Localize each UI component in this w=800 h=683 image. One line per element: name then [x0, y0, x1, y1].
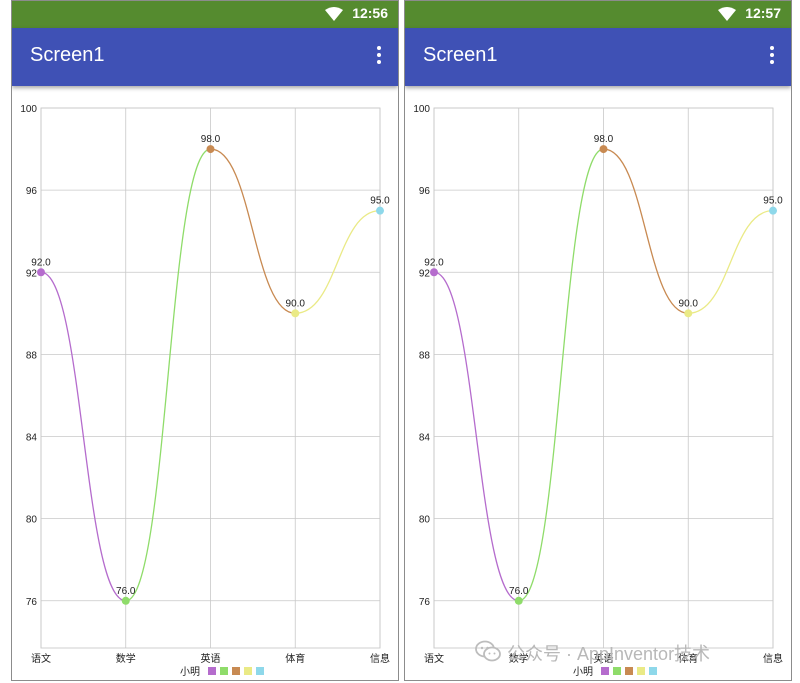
y-tick-label: 80 [419, 515, 431, 526]
series-line-segment [518, 148, 604, 602]
x-tick-label: 信息 [763, 652, 783, 665]
series-line-segment [295, 210, 381, 314]
data-label: 76.0 [509, 586, 529, 597]
data-label: 90.0 [286, 298, 306, 309]
data-label: 76.0 [116, 586, 136, 597]
series-line-segment [40, 271, 126, 602]
legend-label: 小明 [573, 666, 593, 678]
y-tick-label: 96 [26, 186, 38, 197]
data-point [206, 145, 215, 154]
y-tick-label: 100 [413, 104, 430, 115]
y-tick-label: 80 [26, 515, 38, 526]
legend-label: 小明 [180, 666, 200, 678]
line-chart: 100 96 92 88 84 80 76 语文 数学 英语 体育 信息 92.0 76.0 98.0 90.… [20, 104, 390, 678]
data-point [376, 206, 384, 215]
status-time: 12:57 [745, 5, 781, 21]
data-label: 98.0 [201, 134, 221, 145]
data-label: 92.0 [31, 257, 51, 268]
data-label: 92.0 [424, 257, 444, 268]
legend-swatch [613, 667, 621, 675]
y-tick-label: 88 [26, 350, 38, 361]
x-tick-label: 语文 [31, 652, 51, 665]
phone-screen-2: 12:57 Screen1 100 96 92 88 84 80 76 语文 数学 英语 体育 信息 9… [404, 0, 792, 681]
data-point [514, 596, 523, 605]
data-label: 95.0 [763, 196, 783, 207]
y-tick-label: 84 [419, 433, 431, 444]
data-point [769, 206, 777, 215]
legend-swatch [601, 667, 609, 675]
data-point [599, 145, 608, 154]
wechat-icon [475, 640, 501, 662]
app-bar: Screen1 [12, 28, 398, 86]
series-line-segment [603, 148, 689, 314]
line-chart: 100 96 92 88 84 80 76 语文 数学 英语 体育 信息 92.0 76.0 98.0 90.… [413, 104, 783, 678]
overflow-menu-icon[interactable] [372, 46, 386, 68]
wifi-icon [325, 7, 343, 21]
y-tick-label: 92 [26, 268, 38, 279]
status-bar: 12:57 [405, 1, 791, 28]
y-tick-label: 88 [419, 350, 431, 361]
x-tick-label: 信息 [370, 652, 390, 665]
watermark-text: 公众号 · AppInventor技术 [507, 644, 711, 664]
legend-swatch [232, 667, 240, 675]
app-bar: Screen1 [405, 28, 791, 86]
wifi-icon [718, 7, 736, 21]
series-line-segment [433, 271, 519, 602]
app-title: Screen1 [30, 44, 105, 66]
y-tick-label: 96 [419, 186, 431, 197]
x-tick-label: 英语 [594, 652, 614, 665]
y-tick-label: 76 [26, 597, 38, 608]
data-label: 90.0 [679, 298, 699, 309]
y-tick-label: 100 [20, 104, 37, 115]
data-point [291, 309, 300, 318]
phone-screen-1: 12:56 Screen1 100 96 92 88 84 80 76 语文 数学 英语 体育 信息 9… [11, 0, 399, 681]
x-tick-label: 体育 [285, 652, 305, 665]
x-tick-label: 语文 [424, 652, 444, 665]
series-line-segment [125, 148, 211, 602]
legend-swatch [649, 667, 657, 675]
x-tick-label: 数学 [509, 652, 529, 665]
watermark: 公众号 · AppInventor技术 [475, 638, 785, 664]
x-tick-label: 英语 [201, 652, 221, 665]
legend-swatch [244, 667, 252, 675]
legend-swatch [208, 667, 216, 675]
legend-swatch [637, 667, 645, 675]
y-tick-label: 84 [26, 433, 38, 444]
x-tick-label: 体育 [678, 652, 698, 665]
app-title: Screen1 [423, 44, 498, 66]
overflow-menu-icon[interactable] [765, 46, 779, 68]
series-line-segment [210, 148, 296, 314]
data-point [684, 309, 693, 318]
status-bar: 12:56 [12, 1, 398, 28]
y-tick-label: 76 [419, 597, 431, 608]
y-tick-label: 92 [419, 268, 431, 279]
data-point [121, 596, 130, 605]
data-point [37, 268, 45, 277]
legend-swatch [220, 667, 228, 675]
data-label: 98.0 [594, 134, 614, 145]
series-line-segment [688, 210, 774, 314]
data-label: 95.0 [370, 196, 390, 207]
legend-swatch [625, 667, 633, 675]
x-tick-label: 数学 [116, 652, 136, 665]
legend-swatch [256, 667, 264, 675]
data-point [430, 268, 438, 277]
status-time: 12:56 [352, 5, 388, 21]
